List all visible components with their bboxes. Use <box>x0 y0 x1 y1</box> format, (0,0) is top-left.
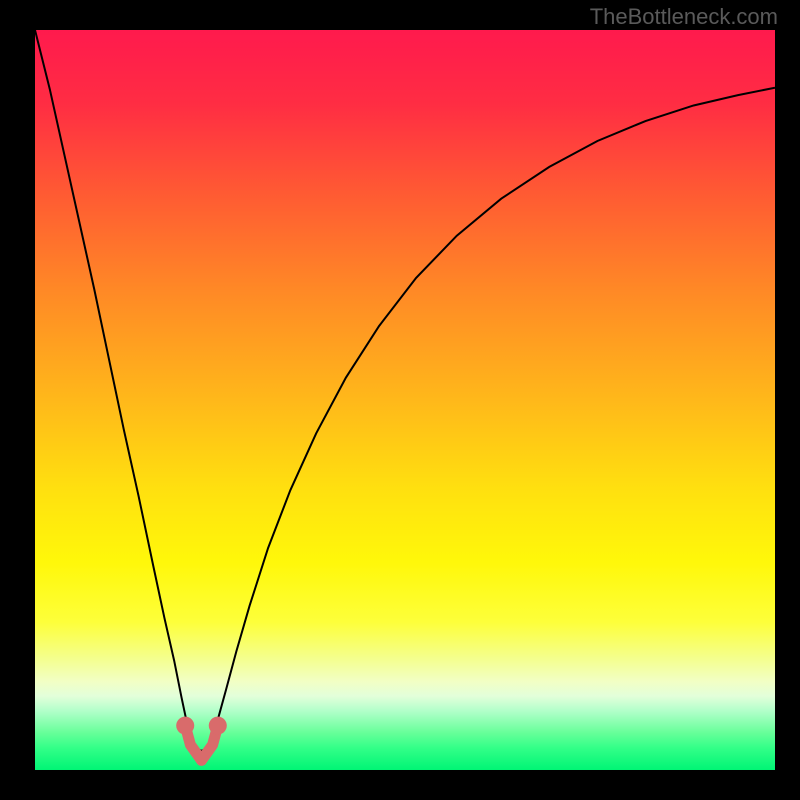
marker-dot <box>209 717 227 735</box>
curve-svg <box>35 30 775 770</box>
watermark-text: TheBottleneck.com <box>590 4 778 30</box>
marker-dot <box>176 717 194 735</box>
plot-area <box>35 30 775 770</box>
bottleneck-curve <box>35 30 775 751</box>
bottom-marker-group <box>176 717 227 761</box>
